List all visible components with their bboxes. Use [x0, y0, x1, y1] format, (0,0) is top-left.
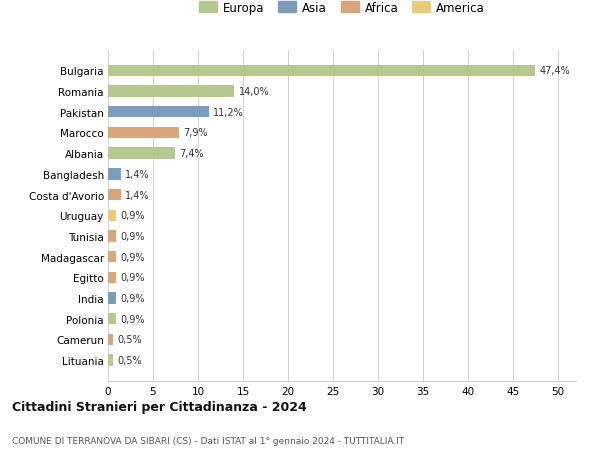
Bar	[108, 334, 113, 345]
Bar	[108, 355, 113, 366]
Bar	[108, 107, 209, 118]
Text: Cittadini Stranieri per Cittadinanza - 2024: Cittadini Stranieri per Cittadinanza - 2…	[12, 400, 307, 413]
Text: 11,2%: 11,2%	[214, 107, 244, 118]
Bar	[108, 148, 175, 159]
Bar	[108, 313, 116, 325]
Bar	[108, 252, 116, 263]
Text: 0,5%: 0,5%	[117, 355, 142, 365]
Text: 0,9%: 0,9%	[121, 293, 145, 303]
Text: 0,9%: 0,9%	[121, 314, 145, 324]
Bar	[108, 86, 234, 97]
Bar	[108, 272, 116, 283]
Bar	[108, 169, 121, 180]
Text: 0,9%: 0,9%	[121, 273, 145, 283]
Text: COMUNE DI TERRANOVA DA SIBARI (CS) - Dati ISTAT al 1° gennaio 2024 - TUTTITALIA.: COMUNE DI TERRANOVA DA SIBARI (CS) - Dat…	[12, 436, 404, 445]
Text: 1,4%: 1,4%	[125, 190, 149, 200]
Bar	[108, 128, 179, 139]
Bar	[108, 210, 116, 221]
Text: 0,5%: 0,5%	[117, 335, 142, 345]
Bar	[108, 66, 535, 77]
Text: 7,9%: 7,9%	[184, 128, 208, 138]
Bar	[108, 293, 116, 304]
Text: 7,4%: 7,4%	[179, 149, 204, 159]
Text: 1,4%: 1,4%	[125, 169, 149, 179]
Text: 0,9%: 0,9%	[121, 231, 145, 241]
Text: 47,4%: 47,4%	[539, 66, 570, 76]
Legend: Europa, Asia, Africa, America: Europa, Asia, Africa, America	[194, 0, 490, 19]
Text: 14,0%: 14,0%	[239, 87, 269, 97]
Text: 0,9%: 0,9%	[121, 252, 145, 262]
Bar	[108, 231, 116, 242]
Bar	[108, 190, 121, 201]
Text: 0,9%: 0,9%	[121, 211, 145, 221]
